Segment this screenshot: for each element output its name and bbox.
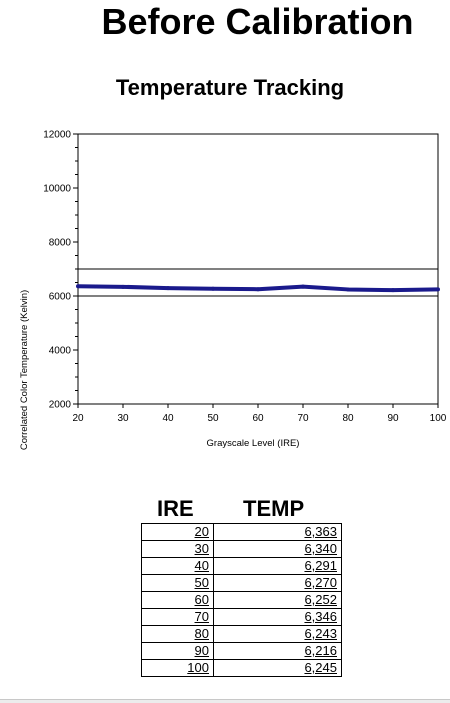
temperature-tracking-chart: 2000 4000 6000 8000 10000 12000 20 30 40 50 60 70 80…: [19, 130, 447, 451]
y-tick-label: 2000: [49, 400, 72, 411]
table-header-ire: IRE: [157, 496, 194, 521]
x-tick-label: 90: [387, 413, 399, 424]
ire-cell: 90: [141, 642, 214, 660]
x-axis-label: Grayscale Level (IRE): [207, 438, 300, 449]
x-tick-label: 40: [162, 413, 174, 424]
temp-value: 6,363: [304, 524, 337, 539]
data-point: [256, 287, 260, 292]
y-tick-label: 10000: [43, 184, 71, 195]
ire-cell: 30: [141, 540, 214, 558]
data-point: [301, 284, 305, 289]
x-tick-label: 50: [207, 413, 219, 424]
temp-cell: 6,243: [213, 625, 342, 643]
data-point: [436, 287, 440, 292]
table-header-temp: TEMP: [243, 496, 305, 521]
temp-value: 6,252: [304, 592, 337, 607]
ire-cell: 20: [141, 523, 214, 541]
data-point: [121, 284, 125, 289]
temp-value: 6,291: [304, 558, 337, 573]
ire-value: 90: [194, 643, 209, 658]
temp-value: 6,216: [304, 643, 337, 658]
temp-cell: 6,245: [213, 659, 342, 677]
ire-cell: 80: [141, 625, 214, 643]
ire-cell: 60: [141, 591, 214, 609]
temp-cell: 6,252: [213, 591, 342, 609]
table-row: 60 6,252: [141, 591, 342, 609]
data-point: [76, 284, 80, 289]
temp-cell: 6,291: [213, 557, 342, 575]
table-row: 40 6,291: [141, 557, 342, 575]
temp-cell: 6,216: [213, 642, 342, 660]
table-row: 90 6,216: [141, 642, 342, 660]
data-point: [391, 288, 395, 293]
ire-value: 20: [194, 524, 209, 539]
ire-cell: 100: [141, 659, 214, 677]
y-tick-label: 4000: [49, 346, 72, 357]
temp-cell: 6,346: [213, 608, 342, 626]
x-tick-label: 20: [72, 413, 84, 424]
ire-cell: 50: [141, 574, 214, 592]
x-tick-label: 80: [342, 413, 354, 424]
data-point: [346, 287, 350, 292]
data-point: [211, 286, 215, 291]
temp-value: 6,346: [304, 609, 337, 624]
y-tick-label: 12000: [43, 130, 71, 141]
data-point: [166, 286, 170, 291]
x-tick-label: 70: [297, 413, 309, 424]
table-row: 30 6,340: [141, 540, 342, 558]
temp-value: 6,340: [304, 541, 337, 556]
x-tick-label: 30: [117, 413, 129, 424]
table-row: 50 6,270: [141, 574, 342, 592]
y-tick-label: 6000: [49, 292, 72, 303]
ire-value: 40: [194, 558, 209, 573]
x-tick-label: 100: [430, 413, 447, 424]
temp-value: 6,243: [304, 626, 337, 641]
table-row: 100 6,245: [141, 659, 342, 677]
ire-value: 70: [194, 609, 209, 624]
ire-value: 60: [194, 592, 209, 607]
temp-cell: 6,270: [213, 574, 342, 592]
ire-cell: 70: [141, 608, 214, 626]
data-table: 20 6,363 30 6,340 40 6,291 50 6,270 60 6,252 70 6,3…: [141, 523, 342, 677]
temp-value: 6,270: [304, 575, 337, 590]
table-row: 20 6,363: [141, 523, 342, 541]
ire-value: 50: [194, 575, 209, 590]
table-row: 80 6,243: [141, 625, 342, 643]
temp-cell: 6,340: [213, 540, 342, 558]
temp-cell: 6,363: [213, 523, 342, 541]
table-row: 70 6,346: [141, 608, 342, 626]
page-title: Before Calibration: [101, 1, 414, 42]
bottom-divider: [0, 699, 450, 703]
y-tick-label: 8000: [49, 238, 72, 249]
y-axis-label: Correlated Color Temperature (Kelvin): [19, 290, 30, 450]
ire-value: 80: [194, 626, 209, 641]
ire-cell: 40: [141, 557, 214, 575]
x-tick-label: 60: [252, 413, 264, 424]
chart-title: Temperature Tracking: [115, 75, 345, 100]
ire-value: 100: [187, 660, 209, 675]
temp-value: 6,245: [304, 660, 337, 675]
ire-value: 30: [194, 541, 209, 556]
